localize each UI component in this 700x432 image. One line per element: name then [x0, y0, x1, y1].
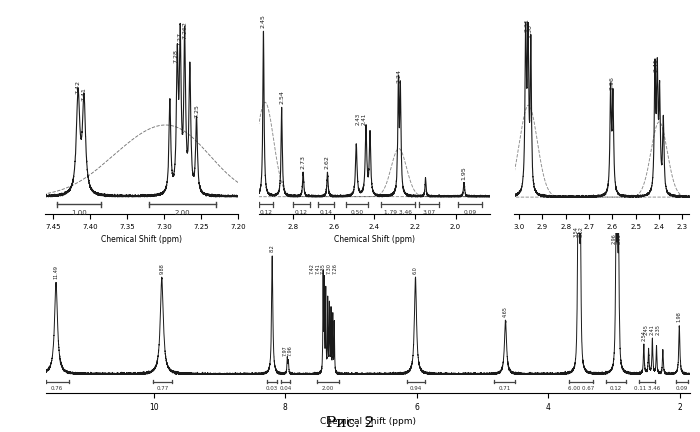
Text: 0.77: 0.77 [156, 386, 169, 391]
Text: 0.09: 0.09 [463, 210, 476, 215]
Text: 6.00 0.67: 6.00 0.67 [568, 386, 594, 391]
Text: 7.25: 7.25 [194, 104, 199, 118]
X-axis label: Chemical Shift (ppm): Chemical Shift (ppm) [102, 235, 182, 244]
Text: 2.62: 2.62 [325, 156, 330, 169]
Text: 7.42
7.41
7.35
7.30
7.26: 7.42 7.41 7.35 7.30 7.26 [309, 263, 337, 273]
Text: 2.24: 2.24 [397, 70, 402, 83]
Text: 9.88: 9.88 [160, 263, 164, 273]
Text: Рис. 2: Рис. 2 [326, 416, 374, 430]
Text: 7.28: 7.28 [174, 49, 178, 63]
Text: 3.07: 3.07 [423, 210, 436, 215]
Text: 0.94: 0.94 [410, 386, 422, 391]
Text: 2.73: 2.73 [301, 155, 306, 169]
Text: 0.12: 0.12 [295, 210, 308, 215]
Text: 2.96
2.95: 2.96 2.95 [611, 233, 622, 244]
Text: 0.11 3.46: 0.11 3.46 [634, 386, 660, 391]
Text: 2.43
2.41: 2.43 2.41 [356, 112, 367, 124]
X-axis label: Chemical Shift (ppm): Chemical Shift (ppm) [319, 417, 416, 426]
Text: 0.12: 0.12 [260, 210, 272, 215]
Text: 3.54
3.52: 3.54 3.52 [573, 226, 584, 237]
Text: 0.03: 0.03 [266, 386, 279, 391]
Text: 2.96: 2.96 [609, 76, 615, 90]
Text: 2.54: 2.54 [279, 90, 284, 104]
Text: 7.262: 7.262 [182, 21, 187, 39]
Text: 7.97
7.96: 7.97 7.96 [282, 345, 293, 356]
Text: 6.0: 6.0 [413, 266, 418, 273]
Text: 7.27: 7.27 [178, 32, 183, 46]
Text: 2.00: 2.00 [322, 386, 334, 391]
Text: 2.45: 2.45 [261, 15, 266, 29]
Text: 7.41: 7.41 [81, 87, 87, 101]
Text: 0.04: 0.04 [279, 386, 292, 391]
Text: 1.98: 1.98 [677, 311, 682, 322]
Text: 4.65: 4.65 [503, 306, 508, 317]
Text: 1.00: 1.00 [71, 210, 87, 216]
Text: 0.71: 0.71 [498, 386, 511, 391]
Text: 0.76: 0.76 [51, 386, 63, 391]
Text: 2.54: 2.54 [641, 330, 646, 341]
Text: 0.14: 0.14 [319, 210, 332, 215]
Text: 1.79 3.46: 1.79 3.46 [384, 210, 412, 215]
Text: 0.12: 0.12 [610, 386, 622, 391]
X-axis label: Chemical Shift (ppm): Chemical Shift (ppm) [334, 235, 415, 244]
Text: 2.30: 2.30 [527, 25, 532, 38]
Text: 0.09: 0.09 [676, 386, 687, 391]
Text: 7.42: 7.42 [76, 79, 80, 94]
Text: 8.2: 8.2 [270, 245, 274, 252]
Text: 1.95: 1.95 [461, 166, 467, 180]
Text: 0.50: 0.50 [351, 210, 364, 215]
Text: 2.00: 2.00 [175, 210, 190, 216]
Text: 11.49: 11.49 [53, 265, 59, 279]
Text: 2.41: 2.41 [654, 58, 659, 72]
Text: 2.31: 2.31 [524, 18, 529, 32]
Text: 2.45
2.41
2.35: 2.45 2.41 2.35 [644, 324, 661, 335]
